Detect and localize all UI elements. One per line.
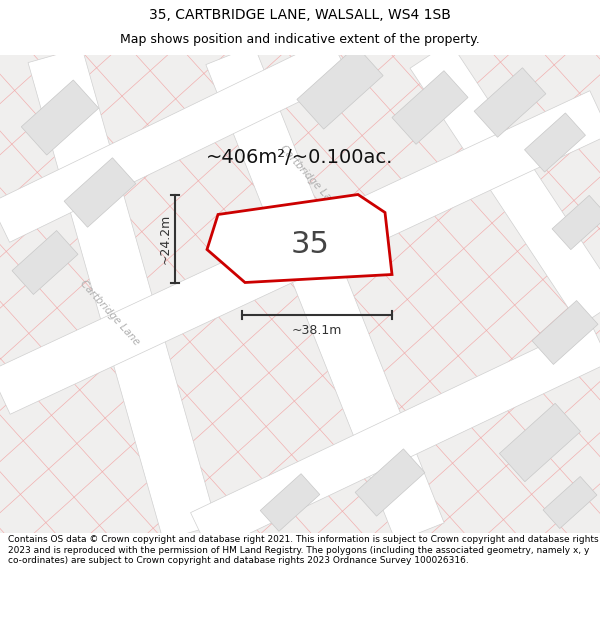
Text: 35: 35 xyxy=(290,230,329,259)
Polygon shape xyxy=(12,231,78,294)
Polygon shape xyxy=(64,158,136,228)
Polygon shape xyxy=(524,113,586,172)
Polygon shape xyxy=(21,80,99,155)
Polygon shape xyxy=(474,68,546,138)
Polygon shape xyxy=(28,48,217,540)
Polygon shape xyxy=(297,46,383,129)
Polygon shape xyxy=(392,71,468,144)
Polygon shape xyxy=(191,322,600,552)
Text: Contains OS data © Crown copyright and database right 2021. This information is : Contains OS data © Crown copyright and d… xyxy=(8,536,599,565)
Polygon shape xyxy=(552,196,600,249)
Text: Cartbridge Lane: Cartbridge Lane xyxy=(78,278,142,347)
Text: Cartbridge Lane: Cartbridge Lane xyxy=(278,143,342,212)
Polygon shape xyxy=(543,476,597,529)
Text: ~24.2m: ~24.2m xyxy=(158,213,172,264)
Text: ~406m²/~0.100ac.: ~406m²/~0.100ac. xyxy=(206,148,394,167)
Polygon shape xyxy=(260,474,320,531)
Text: Map shows position and indicative extent of the property.: Map shows position and indicative extent… xyxy=(120,33,480,46)
Polygon shape xyxy=(410,42,600,326)
Polygon shape xyxy=(0,38,350,242)
Polygon shape xyxy=(532,301,598,364)
Polygon shape xyxy=(207,194,392,282)
Polygon shape xyxy=(206,46,444,542)
Polygon shape xyxy=(355,449,425,516)
Text: 35, CARTBRIDGE LANE, WALSALL, WS4 1SB: 35, CARTBRIDGE LANE, WALSALL, WS4 1SB xyxy=(149,8,451,22)
Polygon shape xyxy=(0,91,600,414)
Text: ~38.1m: ~38.1m xyxy=(292,324,342,337)
Polygon shape xyxy=(499,403,581,482)
